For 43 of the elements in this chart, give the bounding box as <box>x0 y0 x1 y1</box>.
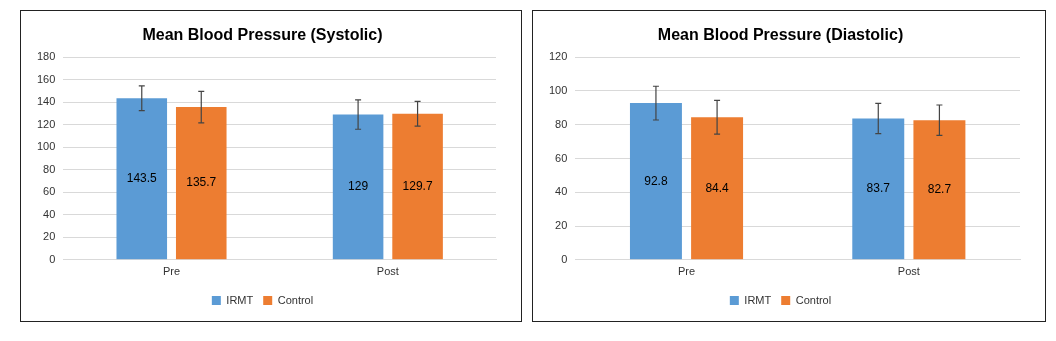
x-tick-label: Pre <box>162 265 181 278</box>
x-tick-label: Pre <box>677 265 696 278</box>
data-label: 143.5 <box>126 171 158 186</box>
bar <box>629 103 682 260</box>
bar <box>332 114 384 260</box>
y-tick-label: 180 <box>36 50 56 63</box>
y-tick-label: 120 <box>548 50 568 63</box>
bar <box>913 120 966 260</box>
data-label: 135.7 <box>186 175 217 190</box>
x-tick-label: Post <box>897 265 920 278</box>
y-tick-label: 100 <box>36 140 56 153</box>
legend-label: Control <box>277 293 314 306</box>
legend-label: IRMT <box>226 293 254 306</box>
bar <box>175 107 227 260</box>
y-tick-label: 40 <box>43 207 56 220</box>
legend-label: Control <box>795 293 832 306</box>
y-tick-label: 80 <box>555 117 568 130</box>
y-tick-label: 0 <box>49 252 56 265</box>
y-tick-label: 100 <box>548 84 568 96</box>
y-tick-label: 140 <box>36 95 56 108</box>
y-tick-label: 40 <box>555 185 568 198</box>
bar <box>116 98 168 260</box>
y-tick-label: 20 <box>43 230 56 243</box>
legend-label: IRMT <box>744 293 772 306</box>
y-tick-label: 120 <box>36 117 56 130</box>
data-label: 129 <box>348 179 369 194</box>
y-tick-label: 20 <box>555 219 568 232</box>
data-label: 82.7 <box>927 182 952 197</box>
chart-title: Mean Blood Pressure (Systolic) <box>142 26 383 44</box>
data-label: 129.7 <box>402 178 433 193</box>
y-tick-label: 60 <box>555 151 568 164</box>
data-label: 84.4 <box>705 180 730 195</box>
bar <box>691 117 744 260</box>
bar <box>852 118 905 260</box>
bar <box>392 113 443 260</box>
data-label: 83.7 <box>866 181 891 196</box>
y-tick-label: 160 <box>36 72 56 85</box>
y-tick-label: 0 <box>561 252 568 265</box>
x-tick-label: Post <box>376 265 399 278</box>
chart-title: Mean Blood Pressure (Diastolic) <box>657 26 904 44</box>
data-label: 92.8 <box>644 173 668 188</box>
y-tick-label: 60 <box>43 185 56 198</box>
y-tick-label: 80 <box>43 162 56 175</box>
